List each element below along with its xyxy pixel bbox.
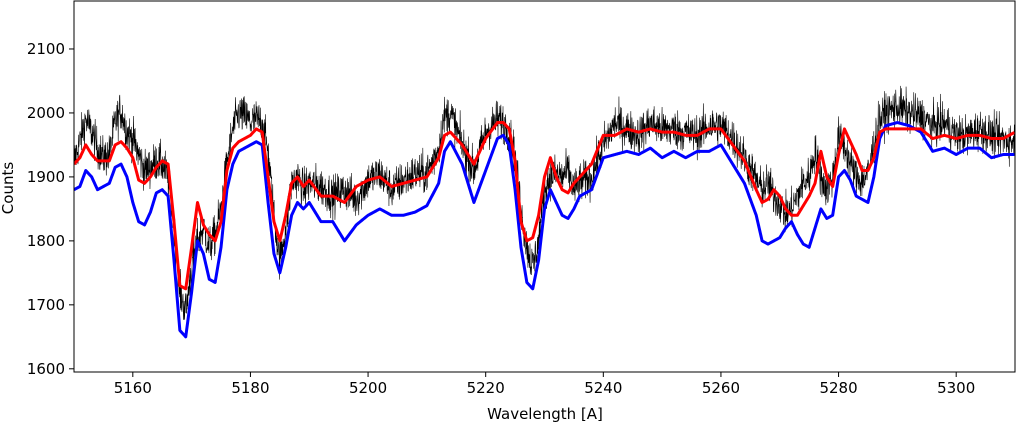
plot-layer — [74, 85, 1015, 339]
x-tick-label: 5300 — [937, 379, 975, 397]
series-line-3 — [74, 121, 1015, 291]
y-tick-label: 2100 — [27, 40, 65, 58]
x-tick-label: 5240 — [584, 379, 622, 397]
x-tick-label: 5180 — [231, 379, 269, 397]
x-tick-label: 5160 — [114, 379, 152, 397]
y-axis-label: Counts — [0, 162, 17, 215]
x-tick-label: 5280 — [819, 379, 857, 397]
y-tick-label: 1800 — [27, 232, 65, 250]
x-tick-label: 5200 — [349, 379, 387, 397]
series-line-1 — [74, 85, 1015, 320]
axes-layer: 5160 5180 5200 5220 5240 5260 5280 5300 1600 1700… — [27, 0, 1016, 397]
y-tick-label: 1900 — [27, 168, 65, 186]
y-tick-label: 1700 — [27, 296, 65, 314]
series-line-2 — [74, 121, 1015, 339]
y-tick-label: 1600 — [27, 360, 65, 378]
x-axis-label: Wavelength [A] — [487, 405, 603, 423]
y-tick-label: 2000 — [27, 104, 65, 122]
plot-frame — [73, 0, 1016, 373]
x-tick-label: 5220 — [467, 379, 505, 397]
x-tick-label: 5260 — [702, 379, 740, 397]
